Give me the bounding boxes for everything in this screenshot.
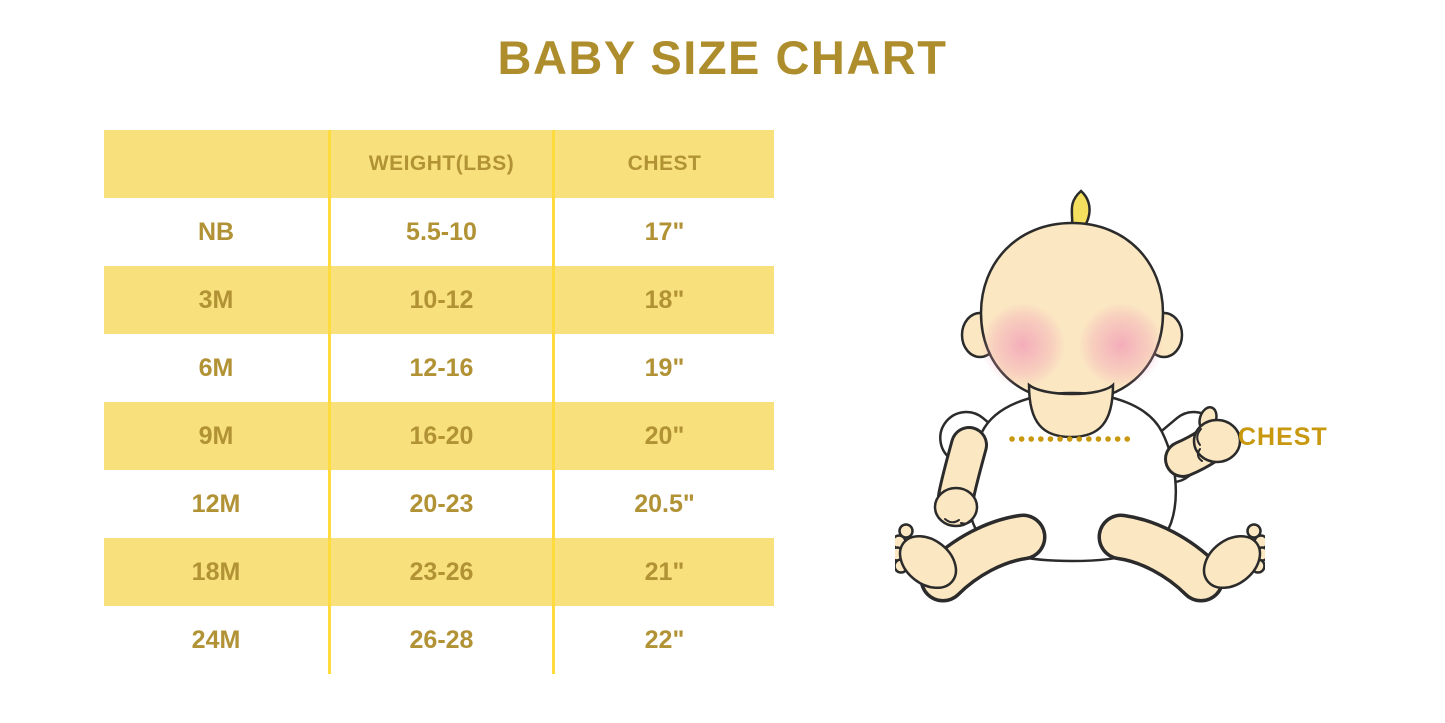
table-row: 6M 12-16 19" [104, 334, 774, 402]
table-row: 24M 26-28 22" [104, 606, 774, 674]
chest-measurement-label: CHEST [1238, 423, 1328, 451]
weight-cell: 12-16 [328, 334, 552, 402]
weight-cell: 23-26 [328, 538, 552, 606]
header-cell [104, 130, 328, 198]
baby-right-leg-fill [1101, 517, 1221, 599]
size-cell: 18M [191, 557, 241, 586]
chest-cell: 20.5" [552, 470, 774, 538]
baby-blush-left [981, 303, 1065, 387]
header-cell: CHEST [552, 130, 774, 198]
chest-cell: 19" [552, 334, 774, 402]
table-row: NB 5.5-10 17" [104, 198, 774, 266]
baby-figure-svg [889, 189, 1270, 603]
size-cell: 6M [198, 353, 234, 382]
baby-right-fist-fingers [1196, 428, 1203, 462]
weight-cell: 10-12 [328, 266, 552, 334]
size-cell: 9M [198, 421, 234, 450]
size-chart-table: WEIGHT(LBS) CHEST NB 5.5-10 17" 3M 10-12 18" 6M 1… [104, 130, 774, 674]
baby-blush-right [1079, 303, 1163, 387]
baby-left-foot [889, 523, 958, 590]
page-title: BABY SIZE CHART [497, 31, 948, 84]
baby-left-hand [933, 486, 979, 528]
chest-cell: 18" [552, 266, 774, 334]
table-row: 3M 10-12 18" [104, 266, 774, 334]
table-header-row: WEIGHT(LBS) CHEST [104, 130, 774, 198]
size-cell: 24M [191, 625, 241, 654]
size-cell: 12M [191, 489, 241, 518]
size-cell: 3M [198, 285, 234, 314]
baby-right-fist [1192, 418, 1242, 464]
size-cell: NB [197, 217, 235, 246]
table-row: 9M 16-20 20" [104, 402, 774, 470]
baby-left-hand-fingers [944, 518, 973, 525]
weight-cell: 5.5-10 [328, 198, 552, 266]
chest-cell: 20" [552, 402, 774, 470]
table-row: 12M 20-23 20.5" [104, 470, 774, 538]
baby-illustration [889, 185, 1270, 615]
chest-cell: 21" [552, 538, 774, 606]
baby-neck [1027, 382, 1115, 439]
header-cell: WEIGHT(LBS) [328, 130, 552, 198]
weight-cell: 26-28 [328, 606, 552, 674]
weight-cell: 16-20 [328, 402, 552, 470]
table-row: 18M 23-26 21" [104, 538, 774, 606]
weight-cell: 20-23 [328, 470, 552, 538]
chest-cell: 22" [552, 606, 774, 674]
baby-right-foot [1202, 523, 1270, 590]
chest-cell: 17" [552, 198, 774, 266]
